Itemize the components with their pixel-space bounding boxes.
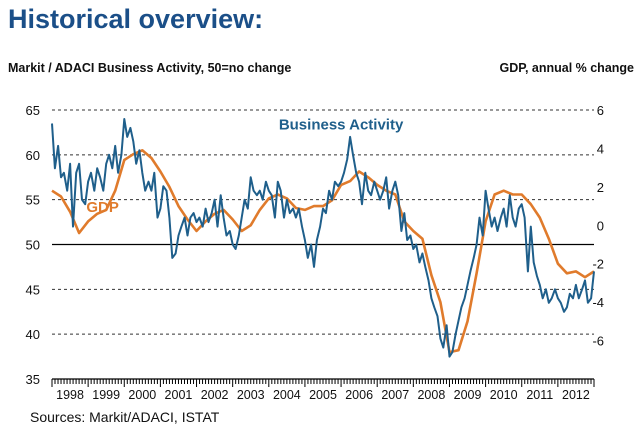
left-tick-label: 60: [26, 148, 40, 163]
left-tick-label: 65: [26, 103, 40, 118]
x-tick-label: 2007: [381, 388, 409, 402]
chart-title: Historical overview:: [8, 4, 264, 34]
x-tick-label: 2010: [490, 388, 518, 402]
source-note: Sources: Markit/ADACI, ISTAT: [30, 409, 220, 425]
business-activity-label: Business Activity: [279, 117, 404, 134]
left-tick-label: 35: [26, 372, 40, 387]
x-tick-label: 2005: [309, 388, 337, 402]
x-tick-label: 2009: [454, 388, 482, 402]
left-tick-label: 40: [26, 327, 40, 342]
left-tick-label: 50: [26, 238, 40, 253]
right-tick-label: 4: [597, 141, 604, 156]
right-axis-caption: GDP, annual % change: [499, 61, 634, 75]
x-tick-label: 2002: [201, 388, 229, 402]
x-tick-label: 2012: [562, 388, 590, 402]
left-tick-label: 45: [26, 282, 40, 297]
right-tick-label: 2: [597, 180, 604, 195]
right-tick-label: -2: [592, 257, 604, 272]
left-axis-caption: Markit / ADACI Business Activity, 50=no …: [8, 61, 292, 75]
x-tick-label: 2011: [526, 388, 553, 402]
right-tick-label: 0: [597, 218, 604, 233]
right-tick-label: 6: [597, 103, 604, 118]
x-tick-label: 2001: [165, 388, 193, 402]
x-tick-label: 2000: [128, 388, 156, 402]
right-tick-label: -6: [592, 334, 604, 349]
series-line-gdp: [51, 149, 595, 354]
x-tick-label: 1999: [92, 388, 120, 402]
x-tick-label: 2006: [345, 388, 373, 402]
left-tick-label: 55: [26, 193, 40, 208]
right-tick-label: -4: [592, 295, 604, 310]
x-tick-label: 2004: [273, 388, 301, 402]
x-tick-label: 1998: [56, 388, 84, 402]
gdp-label: GDP: [86, 199, 119, 216]
series-line-business-activity: [51, 118, 595, 358]
x-tick-label: 2003: [237, 388, 265, 402]
x-tick-label: 2008: [417, 388, 445, 402]
